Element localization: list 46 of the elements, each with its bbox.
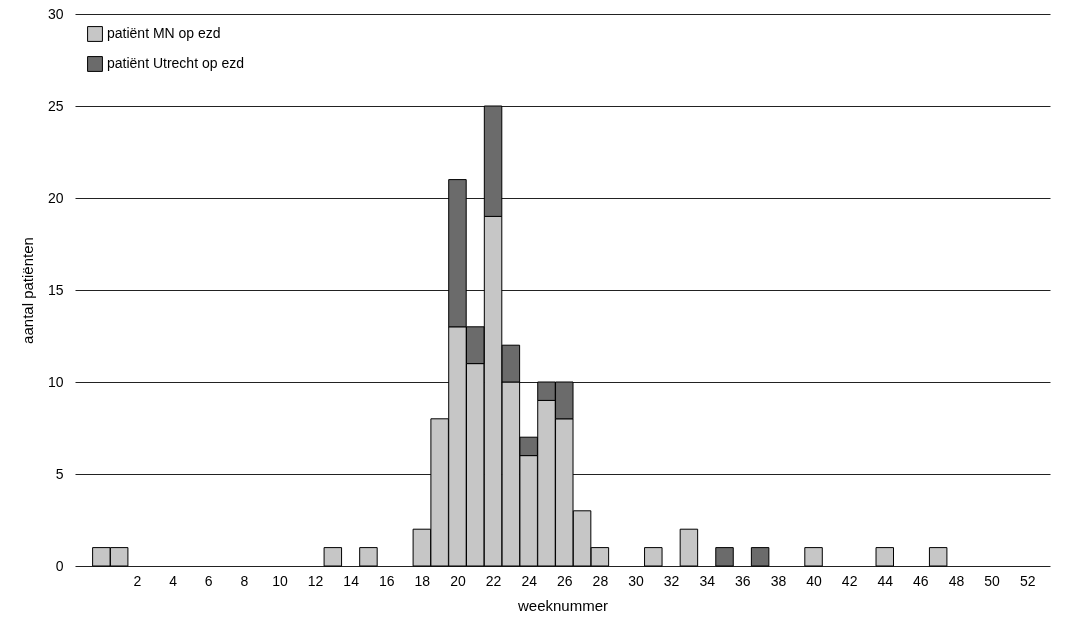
x-tick-label: 10 bbox=[272, 572, 288, 589]
x-tick-label: 36 bbox=[735, 572, 751, 589]
x-tick-label: 6 bbox=[204, 572, 213, 589]
x-tick-label: 38 bbox=[770, 572, 787, 589]
x-tick-label: 30 bbox=[628, 572, 644, 589]
bar bbox=[323, 547, 343, 567]
x-tick-label: 42 bbox=[841, 572, 858, 589]
y-tick-label: 0 bbox=[55, 557, 64, 574]
y-tick-label: 20 bbox=[47, 189, 64, 206]
bar bbox=[875, 547, 894, 567]
x-tick-label: 22 bbox=[485, 572, 502, 589]
x-tick-label: 52 bbox=[1019, 572, 1036, 589]
bar bbox=[804, 547, 823, 567]
x-tick-label: 14 bbox=[343, 572, 360, 589]
y-tick-label: 25 bbox=[47, 97, 64, 114]
x-tick-label: 34 bbox=[699, 572, 716, 589]
x-tick-label: 18 bbox=[414, 572, 431, 589]
x-tick-label: 24 bbox=[521, 572, 538, 589]
legend-label: patiënt MN op ezd bbox=[107, 25, 221, 41]
y-tick-label: 5 bbox=[55, 465, 64, 482]
x-tick-label: 20 bbox=[450, 572, 466, 589]
x-tick-label: 44 bbox=[877, 572, 894, 589]
bar bbox=[715, 547, 734, 567]
bar bbox=[750, 547, 770, 567]
x-tick-label: 16 bbox=[378, 572, 395, 589]
x-tick-label: 2 bbox=[133, 572, 142, 589]
x-tick-label: 32 bbox=[663, 572, 680, 589]
y-tick-label: 10 bbox=[47, 373, 64, 390]
x-tick-label: 4 bbox=[169, 572, 178, 589]
y-axis-title: aantal patiënten bbox=[18, 237, 36, 344]
y-tick-label: 15 bbox=[47, 281, 64, 298]
x-tick-label: 26 bbox=[556, 572, 573, 589]
bar bbox=[644, 547, 663, 567]
bar bbox=[679, 528, 699, 567]
x-tick-label: 28 bbox=[592, 572, 609, 589]
x-axis-title: weeknummer bbox=[516, 596, 609, 614]
x-tick-label: 48 bbox=[948, 572, 965, 589]
x-tick-label: 46 bbox=[913, 572, 929, 589]
legend-label: patiënt Utrecht op ezd bbox=[107, 55, 244, 71]
y-tick-label: 30 bbox=[47, 5, 64, 22]
x-tick-label: 40 bbox=[806, 572, 823, 589]
x-tick-label: 12 bbox=[307, 572, 324, 589]
x-tick-label: 50 bbox=[984, 572, 1001, 589]
bar bbox=[359, 547, 378, 567]
bar bbox=[928, 547, 948, 567]
x-tick-label: 8 bbox=[240, 572, 249, 589]
